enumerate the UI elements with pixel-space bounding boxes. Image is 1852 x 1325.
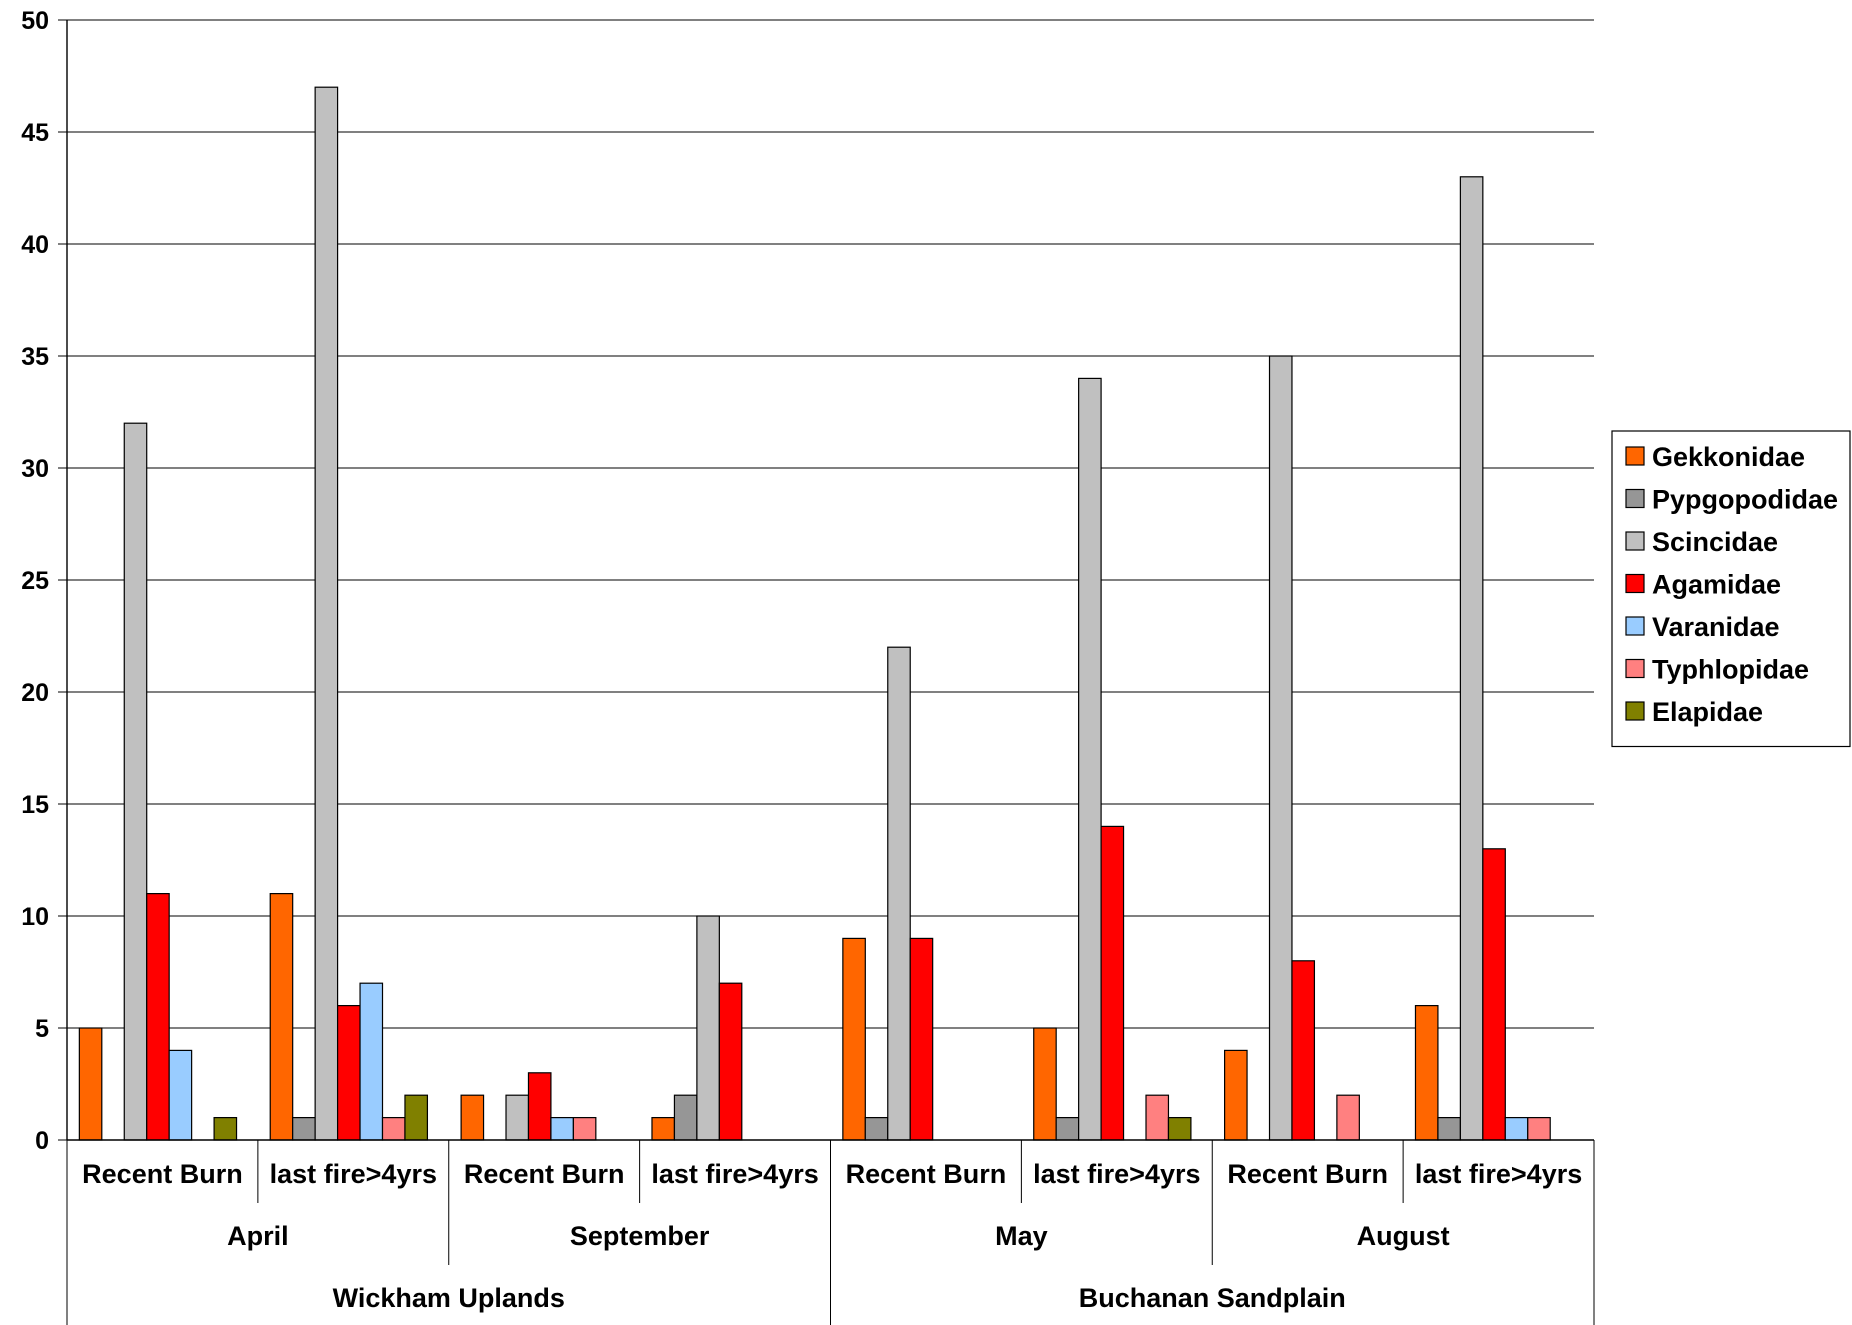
bar-scincidae (505, 1094, 530, 1141)
bar-typhlopidae (381, 1116, 406, 1141)
x-month-label: August (1357, 1221, 1450, 1251)
bar-varanidae (359, 982, 384, 1141)
x-category-label: last fire>4yrs (270, 1159, 437, 1189)
bar-scincidae (887, 646, 911, 1141)
x-category-label: last fire>4yrs (1033, 1159, 1200, 1189)
x-category-label: Recent Burn (82, 1159, 243, 1189)
bar-pypgopodidae (292, 1116, 316, 1141)
bar-pypgopodidae (864, 1116, 889, 1141)
axis-labels: 0 5 10 15 20 25 30 35 40 45 50 Recent Burn last fire… (21, 7, 1582, 1313)
y-tick-label: 5 (35, 1015, 49, 1043)
x-site-label: Wickham Uplands (333, 1283, 565, 1313)
bar-agamidae (336, 1004, 361, 1141)
bar-typhlopidae (1336, 1094, 1360, 1141)
y-tick-label: 0 (35, 1127, 49, 1155)
legend-label: Typhlopidae (1652, 655, 1809, 685)
y-tick-label: 15 (21, 791, 49, 819)
bar-agamidae (718, 982, 743, 1141)
legend-label: Pypgopodidae (1652, 485, 1838, 515)
bar-pypgopodidae (1437, 1116, 1461, 1141)
bar-scincidae (314, 86, 339, 1141)
legend-swatch (1625, 531, 1645, 551)
bars (78, 86, 1551, 1141)
bar-varanidae (550, 1116, 574, 1141)
legend-label: Gekkonidae (1652, 442, 1805, 472)
bar-agamidae (1482, 848, 1506, 1141)
x-month-label: September (570, 1221, 710, 1251)
legend-label: Varanidae (1652, 612, 1780, 642)
legend: Gekkonidae Pypgopodidae Scincidae Agamidae V… (1611, 430, 1851, 748)
bar-scincidae (1459, 176, 1484, 1141)
bar-elapidae (1167, 1116, 1192, 1141)
bar-varanidae (168, 1049, 193, 1141)
legend-swatch (1625, 616, 1645, 636)
bar-agamidae (527, 1072, 552, 1141)
bar-gekkonidae (78, 1027, 103, 1141)
bar-typhlopidae (1145, 1094, 1170, 1141)
y-tick-label: 20 (21, 679, 49, 707)
legend-box (1611, 430, 1851, 748)
legend-swatch (1625, 658, 1645, 679)
bar-scincidae (123, 422, 148, 1141)
bar-gekkonidae (269, 892, 294, 1141)
legend-label: Scincidae (1652, 527, 1778, 557)
bar-gekkonidae (1224, 1049, 1248, 1141)
bar-gekkonidae (651, 1116, 676, 1141)
bar-elapidae (404, 1094, 429, 1141)
legend-swatch (1625, 573, 1645, 594)
bar-typhlopidae (1527, 1116, 1551, 1141)
y-tick-label: 35 (21, 343, 49, 371)
legend-swatch (1625, 488, 1645, 509)
y-tick-label: 40 (21, 231, 49, 259)
legend-label: Elapidae (1652, 697, 1763, 727)
legend-label: Agamidae (1652, 570, 1781, 600)
legend-swatch (1625, 701, 1645, 721)
bar-gekkonidae (842, 937, 866, 1141)
bar-scincidae (696, 915, 720, 1141)
x-site-label: Buchanan Sandplain (1079, 1283, 1346, 1313)
gridlines (67, 19, 1594, 1029)
y-tick-label: 30 (21, 455, 49, 483)
x-category-label: last fire>4yrs (651, 1159, 818, 1189)
bar-agamidae (146, 892, 170, 1141)
bar-gekkonidae (1414, 1004, 1439, 1141)
bar-pypgopodidae (673, 1094, 698, 1141)
bar-agamidae (1291, 960, 1316, 1141)
bar-agamidae (1100, 825, 1125, 1141)
legend-swatch (1625, 446, 1645, 466)
x-month-label: April (227, 1221, 289, 1251)
bar-varanidae (1504, 1116, 1529, 1141)
bar-gekkonidae (1033, 1027, 1057, 1141)
x-category-label: Recent Burn (464, 1159, 625, 1189)
x-month-label: May (995, 1221, 1048, 1251)
y-tick-label: 45 (21, 119, 49, 147)
y-tick-label: 10 (21, 903, 49, 931)
x-category-label: Recent Burn (846, 1159, 1007, 1189)
bar-agamidae (909, 937, 934, 1141)
y-tick-label: 25 (21, 567, 49, 595)
bar-typhlopidae (572, 1116, 597, 1141)
x-category-label: Recent Burn (1227, 1159, 1388, 1189)
bar-gekkonidae (460, 1094, 485, 1141)
axes (58, 19, 1595, 1325)
bar-pypgopodidae (1055, 1116, 1080, 1141)
bar-scincidae (1078, 377, 1102, 1141)
bar-elapidae (213, 1116, 238, 1141)
y-tick-label: 50 (21, 7, 49, 35)
bar-scincidae (1268, 355, 1293, 1141)
x-category-label: last fire>4yrs (1415, 1159, 1582, 1189)
